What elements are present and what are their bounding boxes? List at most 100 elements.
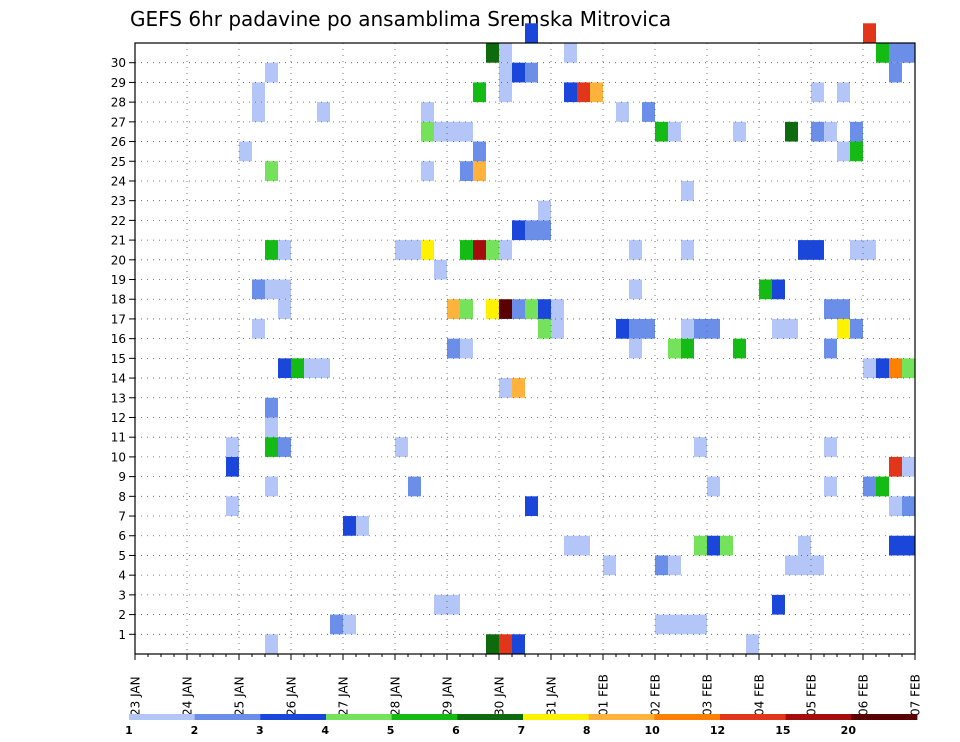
precip-cell (278, 240, 291, 260)
precip-cell (460, 121, 473, 142)
precip-cell (265, 279, 278, 300)
precip-cell (499, 299, 512, 319)
color-legend: 1 2 3 4 5 6 7 8 10 12 15 20 (125, 714, 918, 737)
legend-label: 20 (841, 724, 857, 737)
precip-cell (551, 299, 564, 319)
y-tick-label: 30 (111, 56, 126, 70)
y-tick-label: 7 (118, 510, 126, 524)
precip-cell (824, 299, 837, 319)
x-tick-label: 28 JAN (389, 676, 403, 716)
precip-cell (538, 318, 551, 339)
y-tick-label: 9 (118, 470, 126, 484)
precip-cell (889, 496, 902, 517)
legend-label: 12 (710, 724, 725, 737)
precip-cell (252, 82, 265, 103)
precip-cell (499, 378, 512, 398)
precip-cell (525, 496, 538, 517)
precip-cell (499, 634, 512, 654)
legend-label: 4 (321, 724, 329, 737)
precip-cell (681, 338, 694, 359)
y-tick-label: 18 (111, 293, 126, 307)
precip-cell (226, 456, 239, 477)
legend-swatch (129, 714, 196, 720)
precip-cell (291, 358, 304, 379)
y-tick-label: 16 (111, 332, 126, 346)
y-tick-label: 13 (111, 391, 126, 405)
precip-cell (772, 279, 785, 300)
x-tick-label: 07 FEB (909, 674, 923, 716)
x-tick-label: 06 FEB (857, 674, 871, 716)
precip-cell (798, 535, 811, 556)
precip-cell (265, 240, 278, 260)
precip-cell (304, 358, 317, 379)
precip-cell (421, 240, 434, 260)
precip-cell (265, 476, 278, 497)
precip-cell (824, 476, 837, 497)
precip-cell (447, 594, 460, 615)
x-tick-label: 26 JAN (285, 676, 299, 716)
y-tick-label: 12 (111, 411, 126, 425)
precip-cell (239, 141, 252, 162)
precip-cell (434, 259, 447, 280)
precip-cell (460, 161, 473, 181)
precip-cell (473, 82, 486, 103)
y-tick-label: 28 (111, 96, 126, 110)
precip-cell (655, 555, 668, 576)
precip-cell (538, 299, 551, 319)
x-tick-label: 29 JAN (441, 676, 455, 716)
y-tick-label: 17 (111, 312, 126, 326)
precip-cell (642, 318, 655, 339)
legend-label: 8 (583, 724, 591, 737)
precip-cell (889, 62, 902, 83)
legend-swatch (588, 714, 655, 720)
precip-cell (837, 318, 850, 339)
y-tick-label: 2 (118, 608, 126, 622)
precip-cell (785, 318, 798, 339)
precip-cell (499, 62, 512, 83)
precip-cell (629, 338, 642, 359)
precip-cell (343, 516, 356, 536)
precip-cell (824, 338, 837, 359)
precip-cell (694, 535, 707, 556)
precip-cell (525, 299, 538, 319)
precip-cell (460, 299, 473, 319)
precip-cell (278, 437, 291, 457)
precip-cell (681, 318, 694, 339)
legend-swatch (654, 714, 721, 720)
precip-cell (512, 62, 525, 83)
precip-cell (525, 62, 538, 83)
precip-cell (889, 456, 902, 477)
precip-cell (707, 318, 720, 339)
legend-swatch (523, 714, 590, 720)
precip-cell (551, 318, 564, 339)
precip-cell (629, 240, 642, 260)
x-tick-label: 25 JAN (233, 676, 247, 716)
precip-cell (798, 555, 811, 576)
precip-cell (837, 141, 850, 162)
legend-label: 1 (125, 724, 133, 737)
precip-cell (460, 338, 473, 359)
precip-cell (512, 634, 525, 654)
x-tick-label: 03 FEB (701, 674, 715, 716)
precip-cell (876, 476, 889, 497)
y-tick-label: 6 (118, 529, 126, 543)
precip-cell (278, 279, 291, 300)
precip-cell (330, 614, 343, 635)
y-tick-label: 29 (111, 76, 126, 90)
precip-cell (252, 279, 265, 300)
y-tick-label: 14 (111, 372, 126, 386)
precip-cell (785, 555, 798, 576)
precip-cell (434, 594, 447, 615)
precip-cell (837, 299, 850, 319)
y-tick-label: 27 (111, 115, 126, 129)
precip-cell (265, 634, 278, 654)
y-tick-label: 3 (118, 588, 126, 602)
precip-cell (486, 299, 499, 319)
legend-swatch (194, 714, 261, 720)
precip-cell (512, 378, 525, 398)
precip-cell (902, 43, 915, 63)
x-tick-label: 27 JAN (337, 676, 351, 716)
precip-cell (902, 456, 915, 477)
y-tick-label: 22 (111, 214, 126, 228)
precip-cell (850, 240, 863, 260)
